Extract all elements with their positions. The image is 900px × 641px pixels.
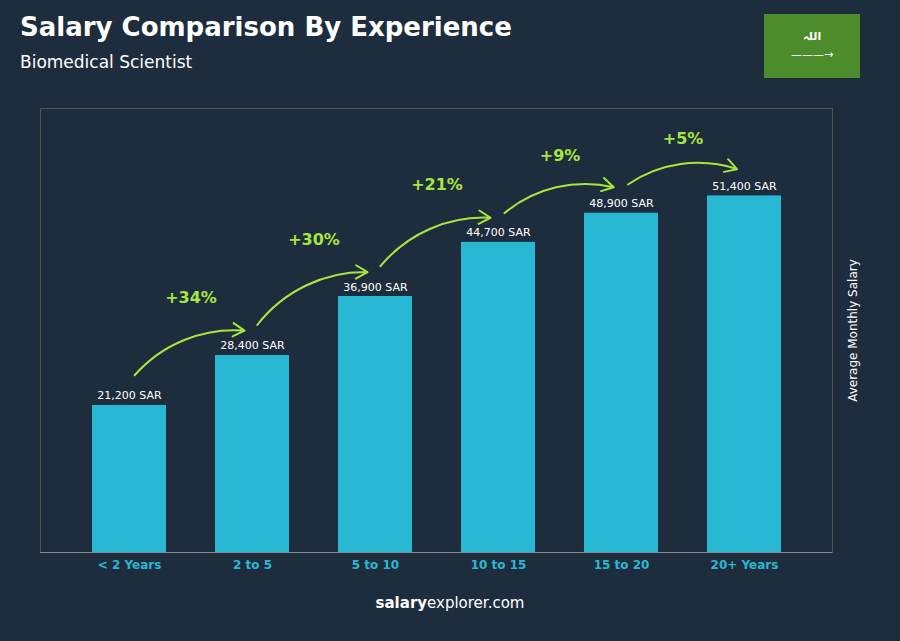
- svg-text:51,400 SAR: 51,400 SAR: [712, 180, 777, 193]
- svg-text:10 to 15: 10 to 15: [471, 558, 527, 572]
- svg-text:+21%: +21%: [411, 175, 463, 194]
- svg-text:< 2 Years: < 2 Years: [98, 558, 162, 572]
- svg-text:2 to 5: 2 to 5: [233, 558, 272, 572]
- svg-text:+5%: +5%: [663, 129, 704, 148]
- html-text:Salary Comparison By Experienc: Salary Comparison By Experience: [20, 12, 512, 42]
- svg-text:15 to 20: 15 to 20: [594, 558, 650, 572]
- svg-text:Average Monthly Salary: Average Monthly Salary: [846, 259, 860, 402]
- svg-text:5 to 10: 5 to 10: [352, 558, 399, 572]
- svg-text:20+ Years: 20+ Years: [711, 558, 779, 572]
- svg-text:28,400 SAR: 28,400 SAR: [220, 339, 285, 352]
- svg-text:36,900 SAR: 36,900 SAR: [343, 281, 408, 294]
- svg-text:+9%: +9%: [540, 146, 581, 165]
- html-text:Biomedical Scientist: Biomedical Scientist: [20, 52, 193, 72]
- svg-text:+30%: +30%: [288, 230, 340, 249]
- svg-text:48,900 SAR: 48,900 SAR: [589, 197, 654, 210]
- svg-text:+34%: +34%: [165, 288, 217, 307]
- html-text:اللہ: اللہ: [802, 30, 822, 43]
- html-text:salary explorer.com: salary explorer.com: [375, 594, 525, 612]
- svg-text:21,200 SAR: 21,200 SAR: [97, 389, 162, 402]
- svg-text:44,700 SAR: 44,700 SAR: [466, 226, 531, 239]
